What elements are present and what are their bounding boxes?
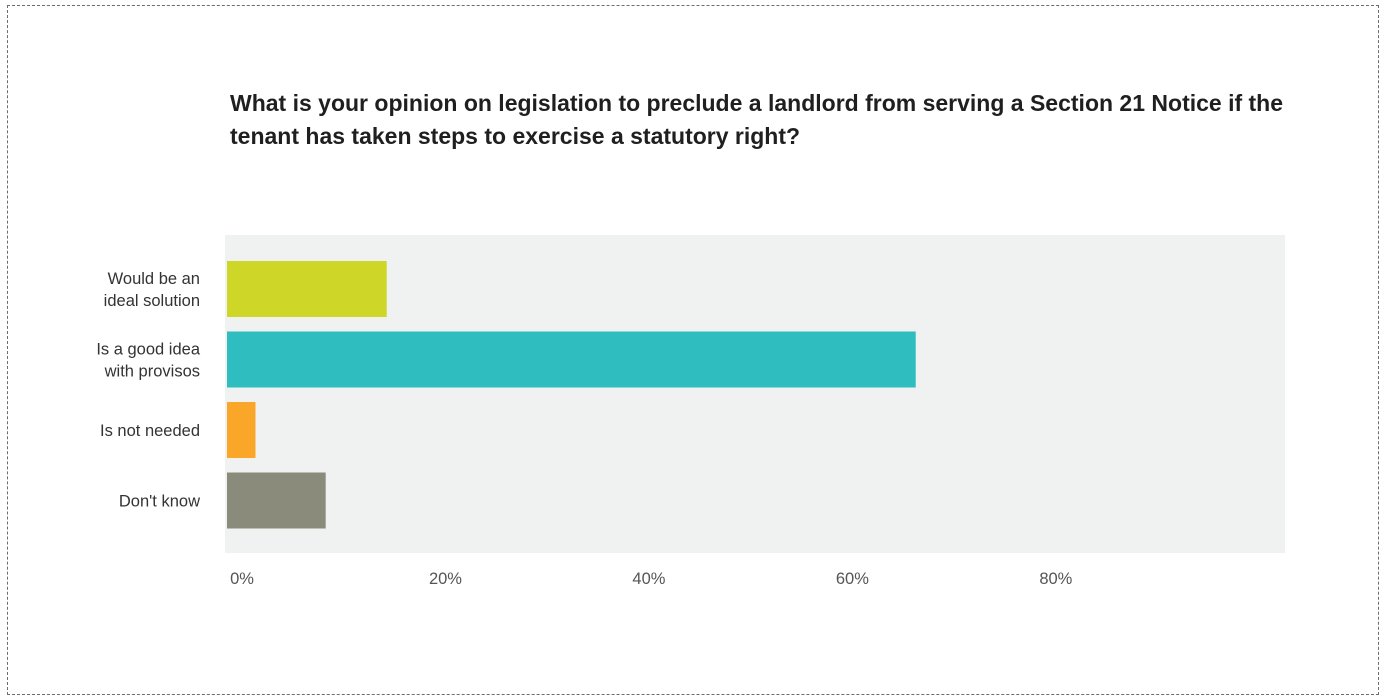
bar-1 (227, 261, 387, 317)
category-label-line: Is a good idea (96, 341, 200, 359)
x-tick-label: 40% (632, 570, 665, 588)
category-label-line: Don't know (119, 493, 200, 511)
plot-area (225, 235, 1285, 553)
category-label-line: Is not needed (100, 422, 200, 440)
bar-4 (227, 472, 326, 529)
chart-title: What is your opinion on legislation to p… (230, 90, 1284, 149)
bar-chart: Would be an ideal solution Is a good idea w… (96, 235, 1285, 588)
bars-group (227, 261, 916, 529)
category-label-4: Don't know (119, 493, 200, 511)
x-tick-label: 60% (836, 570, 869, 588)
category-labels: Would be an ideal solution Is a good idea w… (96, 270, 200, 511)
bar-3 (227, 402, 256, 458)
x-axis-tick-labels: 0% 20% 40% 60% 80% (230, 570, 1073, 588)
x-tick-label: 80% (1039, 570, 1072, 588)
category-label-line: Would be an (108, 270, 200, 288)
category-label-1: Would be an ideal solution (104, 270, 200, 310)
x-tick-label: 0% (230, 570, 254, 588)
bar-2 (227, 331, 916, 388)
category-label-3: Is not needed (100, 422, 200, 440)
x-tick-label: 20% (429, 570, 462, 588)
category-label-line: ideal solution (104, 292, 200, 310)
category-label-line: with provisos (104, 363, 200, 381)
category-label-2: Is a good idea with provisos (96, 341, 200, 381)
